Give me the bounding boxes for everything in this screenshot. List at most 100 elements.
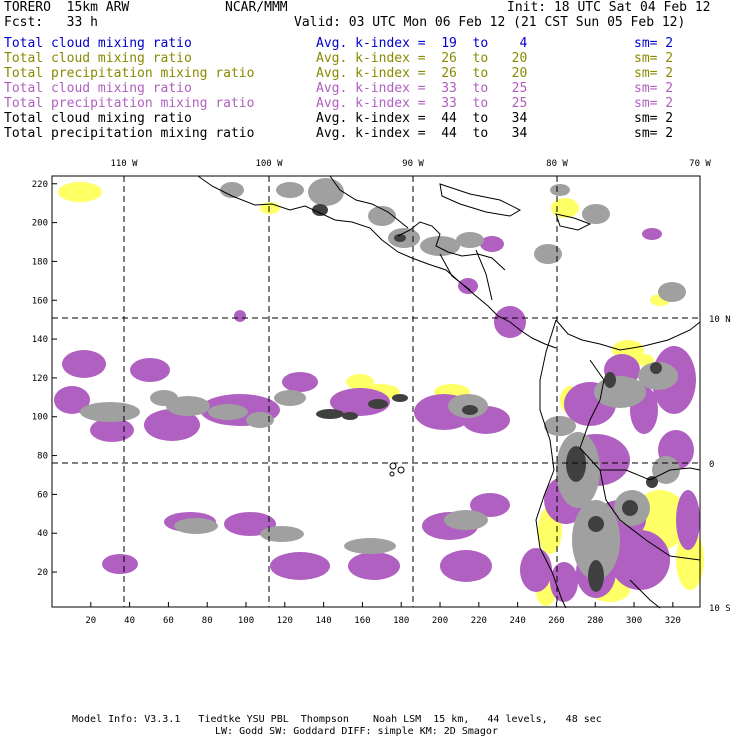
cloud-dark-core — [462, 405, 478, 415]
x-tick-label: 300 — [626, 616, 642, 626]
cloud-purple-area — [234, 310, 246, 322]
cloud-purple-area — [458, 278, 478, 294]
x-tick-label: 60 — [163, 616, 174, 626]
legend-kindex: Avg. k-index = 44 to 34 — [316, 126, 528, 141]
legend-sm: sm= 2 — [634, 96, 674, 111]
cloud-purple-area — [480, 236, 504, 252]
y-tick-label: 200 — [32, 219, 48, 229]
map-border — [51, 175, 701, 608]
x-tick-label: 220 — [471, 616, 487, 626]
legend-field: Total precipitation mixing ratio — [4, 96, 255, 111]
cloud-purple-area — [62, 350, 106, 378]
center-label: NCAR/MMM — [225, 0, 288, 15]
hispaniola-outline — [555, 213, 592, 231]
cloud-dark-core — [622, 500, 638, 516]
legend-kindex: Avg. k-index = 33 to 25 — [316, 81, 528, 96]
x-tick-label: 100 — [238, 616, 254, 626]
coastline-layer — [197, 175, 701, 609]
cloud-purple-area — [642, 228, 662, 240]
lat-lon-grid — [52, 176, 700, 607]
cloud-gray-area — [456, 232, 484, 248]
longitude-label: 80 W — [546, 159, 568, 169]
cloud-field-layer — [54, 178, 704, 621]
y-tick-label: 120 — [32, 374, 48, 384]
legend-kindex: Avg. k-index = 26 to 20 — [316, 51, 528, 66]
latitude-label: 0 — [709, 460, 714, 470]
cloud-gray-area — [638, 362, 678, 390]
cloud-purple-area — [282, 372, 318, 392]
gulf-coastline — [329, 175, 409, 229]
cloud-dark-core — [646, 476, 658, 488]
cloud-gray-area — [550, 184, 570, 196]
cloud-gray-area — [420, 236, 460, 256]
y-tick-label: 40 — [37, 529, 48, 539]
cloud-gray-area — [260, 526, 304, 542]
longitude-label: 110 W — [110, 159, 138, 169]
cloud-gray-area — [174, 518, 218, 534]
cloud-gray-area — [246, 412, 274, 428]
legend-sm: sm= 2 — [634, 66, 674, 81]
longitude-label: 100 W — [255, 159, 283, 169]
longitude-label: 90 W — [402, 159, 424, 169]
legend-sm: sm= 2 — [634, 36, 674, 51]
legend-kindex: Avg. k-index = 33 to 25 — [316, 96, 528, 111]
cloud-purple-area — [470, 493, 510, 517]
x-tick-label: 40 — [124, 616, 135, 626]
cloud-purple-area — [550, 562, 578, 602]
init-time: Init: 18 UTC Sat 04 Feb 12 — [507, 0, 711, 15]
cloud-dark-core — [312, 204, 328, 216]
cloud-purple-area — [102, 554, 138, 574]
cloud-purple-area — [54, 386, 90, 414]
x-tick-label: 260 — [548, 616, 564, 626]
cloud-gray-area — [208, 404, 248, 420]
physics-info: LW: Godd SW: Goddard DIFF: simple KM: 2D… — [215, 726, 498, 737]
y-tick-label: 60 — [37, 490, 48, 500]
cloud-gray-area — [276, 182, 304, 198]
cloud-purple-area — [270, 552, 330, 580]
cloud-gray-area — [220, 182, 244, 198]
cloud-gray-area — [582, 204, 610, 224]
cloud-dark-core — [588, 516, 604, 532]
legend-field: Total cloud mixing ratio — [4, 51, 192, 66]
cloud-purple-area — [130, 358, 170, 382]
country-border — [629, 579, 661, 609]
legend-field: Total precipitation mixing ratio — [4, 66, 255, 81]
model-info: Model Info: V3.3.1 Tiedtke YSU PBL Thomp… — [72, 714, 602, 725]
cloud-gray-area — [534, 244, 562, 264]
cloud-dark-core — [566, 446, 586, 482]
cloud-dark-core — [316, 409, 344, 419]
cloud-purple-area — [330, 388, 390, 416]
legend-kindex: Avg. k-index = 44 to 34 — [316, 111, 528, 126]
model-title: TORERO 15km ARW — [4, 0, 130, 15]
cloud-dark-core — [392, 394, 408, 402]
cloud-dark-core — [650, 362, 662, 374]
map-frame — [51, 175, 701, 608]
cloud-purple-area — [440, 550, 492, 582]
cloud-gray-area — [658, 282, 686, 302]
legend-kindex: Avg. k-index = 26 to 20 — [316, 66, 528, 81]
cloud-dark-core — [588, 560, 604, 592]
cloud-purple-area — [348, 552, 400, 580]
legend-sm: sm= 2 — [634, 126, 674, 141]
legend-sm: sm= 2 — [634, 81, 674, 96]
caribbean-island-outline — [439, 183, 522, 217]
central-america-coastline — [197, 175, 557, 349]
y-tick-label: 100 — [32, 413, 48, 423]
y-tick-label: 20 — [37, 568, 48, 578]
legend-sm: sm= 2 — [634, 111, 674, 126]
cloud-gray-area — [599, 619, 601, 621]
x-tick-label: 140 — [315, 616, 331, 626]
legend-kindex: Avg. k-index = 19 to 4 — [316, 36, 528, 51]
y-tick-label: 160 — [32, 296, 48, 306]
y-tick-label: 80 — [37, 452, 48, 462]
cloud-gray-area — [368, 206, 396, 226]
cloud-yellow-area — [634, 354, 654, 366]
x-tick-label: 180 — [393, 616, 409, 626]
cloud-purple-area — [520, 548, 552, 592]
legend-field: Total cloud mixing ratio — [4, 36, 192, 51]
latitude-label: 10 S — [709, 604, 731, 614]
cloud-yellow-area — [551, 198, 579, 218]
cloud-purple-area — [90, 418, 134, 442]
y-tick-label: 140 — [32, 335, 48, 345]
legend-field: Total cloud mixing ratio — [4, 81, 192, 96]
